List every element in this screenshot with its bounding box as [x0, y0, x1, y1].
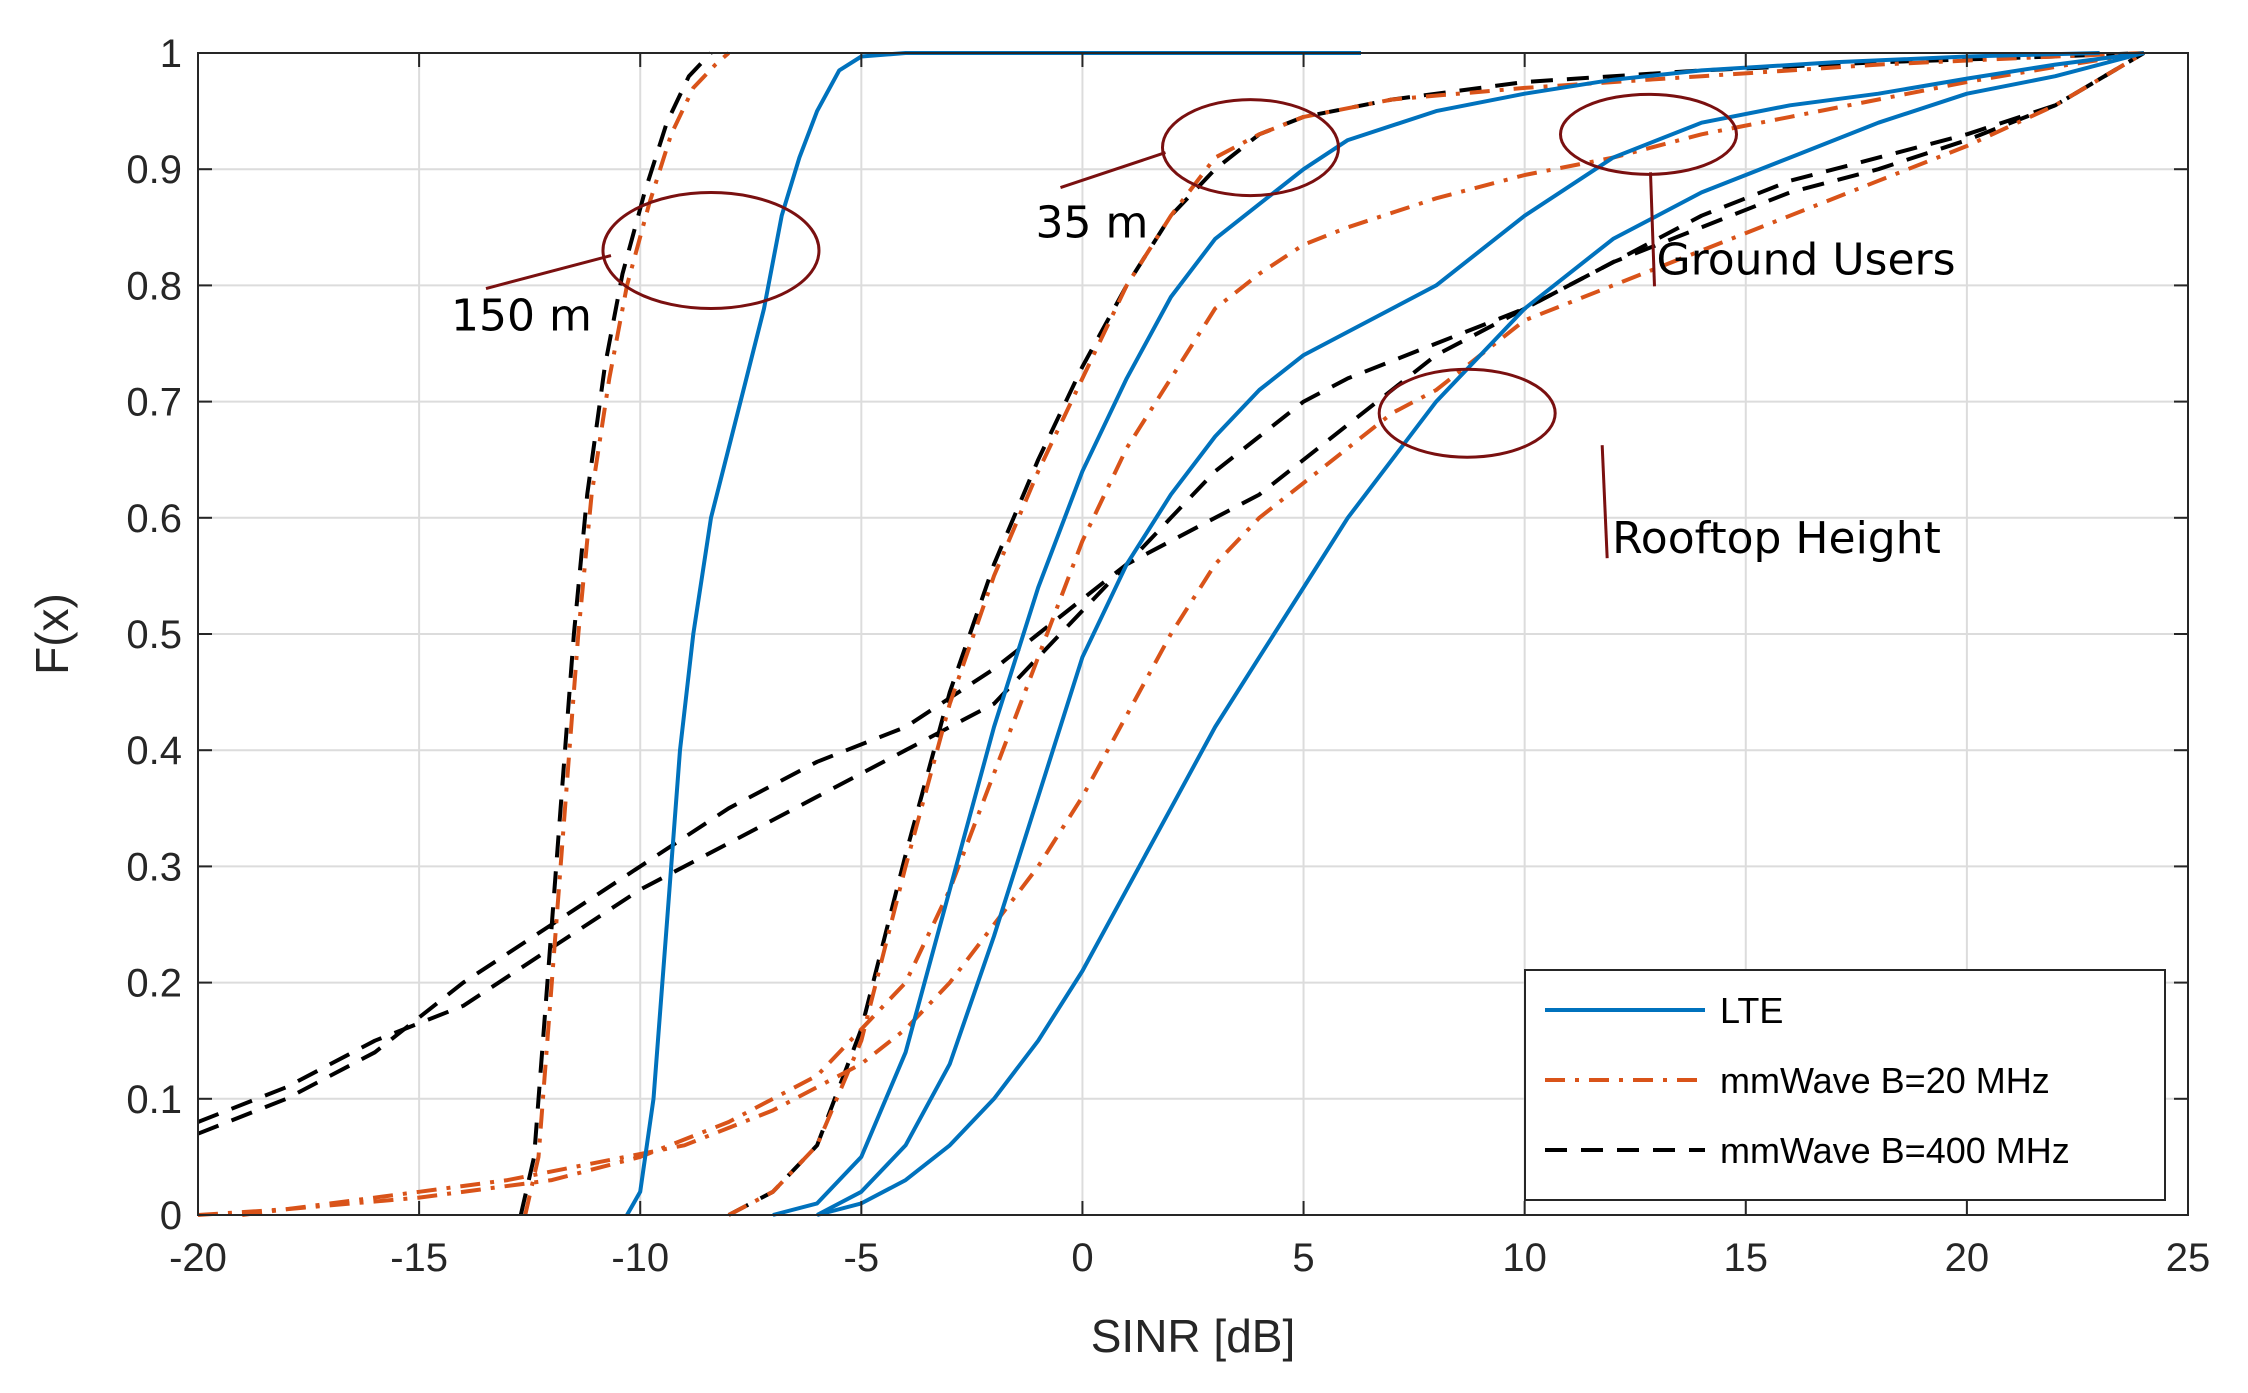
x-tick-label: -10 — [611, 1236, 669, 1280]
y-tick-label: 0.1 — [126, 1078, 182, 1122]
x-tick-label: 0 — [1071, 1236, 1093, 1280]
legend: LTE mmWave B=20 MHz mmWave B=400 MHz — [1524, 969, 2166, 1201]
x-tick-label: 5 — [1292, 1236, 1314, 1280]
x-tick-label: 15 — [1724, 1236, 1769, 1280]
annotation-ellipse — [1377, 367, 1557, 459]
series-line — [727, 51, 2144, 1217]
x-tick-label: 25 — [2166, 1236, 2211, 1280]
series-line — [625, 51, 1361, 1216]
y-tick-label: 0.7 — [126, 381, 182, 425]
legend-label: LTE — [1720, 990, 1783, 1031]
y-tick-label: 0.8 — [126, 264, 182, 308]
y-tick-label: 0.4 — [126, 729, 182, 773]
x-axis-label: SINR [dB] — [1091, 1310, 1296, 1362]
y-tick-label: 0.2 — [126, 962, 182, 1006]
x-tick-label: 10 — [1502, 1236, 1547, 1280]
annotation-ellipse — [1160, 98, 1340, 198]
series-line — [772, 51, 2100, 1217]
annotation-ellipse — [601, 191, 821, 311]
x-tick-label: -5 — [844, 1236, 880, 1280]
tick-layer: -20 -15 -10 -5 0 5 10 15 20 25 0 0.1 0.2 0.3 0.4 0.5 0.6… — [126, 32, 2210, 1280]
x-tick-label: -15 — [390, 1236, 448, 1280]
y-tick-label: 0.9 — [126, 148, 182, 192]
annotation-ellipse — [1558, 92, 1738, 176]
annotation-layer: 150 m 35 m Ground Users Rooftop Height — [451, 92, 1956, 564]
annotation-leader-line — [1600, 445, 1609, 559]
annotation-label: Ground Users — [1656, 234, 1955, 285]
series-line — [197, 51, 2145, 1136]
y-tick-label: 1 — [160, 32, 182, 76]
annotation-leader-line — [1060, 151, 1166, 190]
annotation-label: 150 m — [451, 291, 592, 342]
legend-label: mmWave B=400 MHz — [1720, 1130, 2070, 1171]
series-layer — [197, 51, 2145, 1217]
annotation-leader-line — [485, 254, 612, 290]
series-line — [816, 51, 2145, 1217]
series-line — [523, 51, 731, 1216]
series-line — [816, 51, 2145, 1217]
series-line — [727, 51, 2144, 1217]
y-tick-label: 0.3 — [126, 845, 182, 889]
annotation-leader-line — [1648, 172, 1656, 287]
y-tick-label: 0.6 — [126, 497, 182, 541]
y-tick-label: 0.5 — [126, 613, 182, 657]
x-tick-label: -20 — [169, 1236, 227, 1280]
y-tick-label: 0 — [160, 1194, 182, 1238]
legend-label: mmWave B=20 MHz — [1720, 1060, 2050, 1101]
annotation-label: 35 m — [1035, 198, 1148, 249]
annotation-label: Rooftop Height — [1612, 513, 1941, 564]
series-line — [241, 51, 2145, 1217]
y-axis-label: F(x) — [26, 593, 78, 675]
x-tick-label: 20 — [1945, 1236, 1990, 1280]
